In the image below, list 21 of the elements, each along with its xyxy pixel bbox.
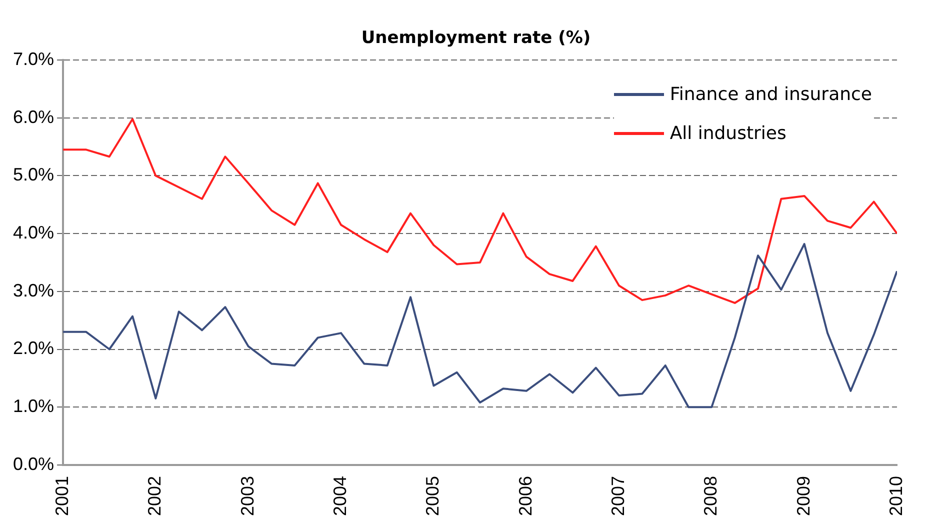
y-tick-label: 3.0% [12,280,54,300]
y-tick-label: 7.0% [12,48,54,69]
x-tick-label: 2002 [144,476,165,516]
x-tick-label: 2003 [237,476,258,516]
x-tick-label: 2004 [330,476,350,516]
y-tick-label: 2.0% [12,338,54,358]
x-tick-label: 2005 [422,476,443,516]
x-tick-label: 2008 [700,476,721,516]
y-tick-label: 0.0% [12,454,54,474]
x-tick-label: 2001 [52,476,72,516]
legend-label: Finance and insurance [670,84,872,105]
x-tick-label: 2010 [886,476,906,516]
x-tick-label: 2006 [515,476,536,516]
x-tick-label: 2009 [793,476,814,516]
y-tick-label: 4.0% [12,222,54,243]
y-tick-label: 6.0% [12,106,54,127]
x-tick-label: 2007 [608,476,628,516]
y-tick-label: 1.0% [12,396,54,416]
legend-label: All industries [670,123,786,144]
y-tick-label: 5.0% [12,164,54,185]
chart-title: Unemployment rate (%) [360,28,592,48]
